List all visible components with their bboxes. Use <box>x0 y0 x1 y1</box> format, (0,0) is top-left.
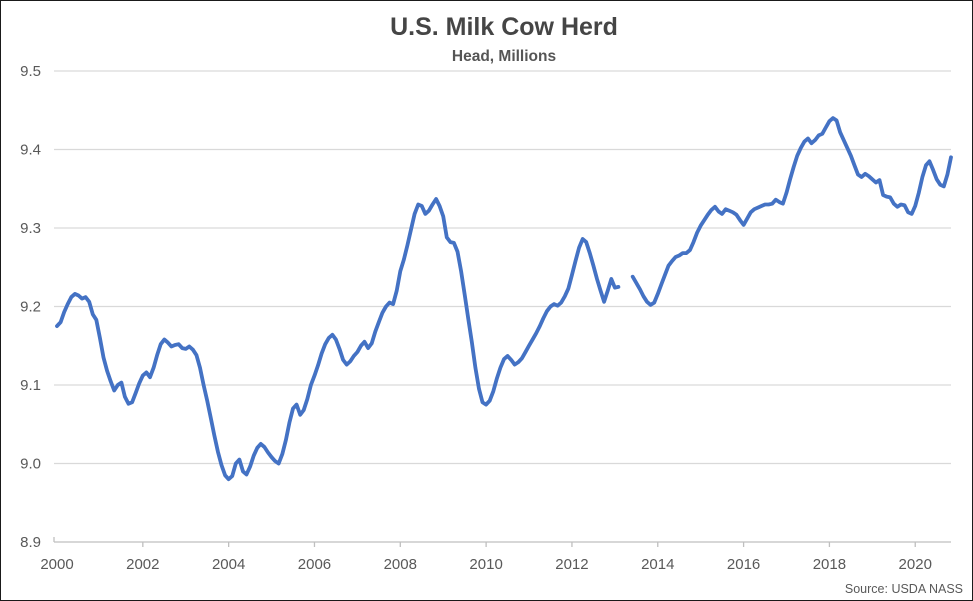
x-axis-ticks <box>53 537 916 547</box>
source-note: Source: USDA NASS <box>845 582 963 596</box>
y-axis-labels: 8.9 9.0 9.1 9.2 9.3 9.4 9.5 <box>20 63 41 551</box>
y-axis-label: 9.2 <box>20 299 41 316</box>
x-axis-labels: 2000 2002 2004 2006 2008 2010 2012 2014 2016 2018… <box>40 556 932 573</box>
x-axis-label: 2002 <box>126 556 159 573</box>
y-axis-label: 9.0 <box>20 456 41 473</box>
x-axis-label: 2016 <box>727 556 760 573</box>
data-series-group <box>55 116 953 482</box>
chart-title: U.S. Milk Cow Herd <box>390 13 618 41</box>
y-axis-label: 9.1 <box>20 377 41 394</box>
y-axis-label: 9.5 <box>20 63 41 80</box>
x-axis-label: 2000 <box>40 556 73 573</box>
x-axis-label: 2020 <box>899 556 932 573</box>
x-axis-label: 2004 <box>212 556 245 573</box>
x-axis-label: 2012 <box>555 556 588 573</box>
y-axis-label: 9.3 <box>20 220 41 237</box>
y-axis-label: 9.4 <box>20 142 41 159</box>
chart-subtitle: Head, Millions <box>452 48 556 65</box>
x-axis-label: 2008 <box>384 556 417 573</box>
gridlines <box>54 70 951 543</box>
y-axis-label: 8.9 <box>20 534 41 551</box>
x-axis-label: 2010 <box>469 556 502 573</box>
x-axis-label: 2006 <box>298 556 331 573</box>
milk-cow-herd-series-line <box>55 116 953 482</box>
x-axis-label: 2014 <box>641 556 674 573</box>
x-axis-label: 2018 <box>813 556 846 573</box>
